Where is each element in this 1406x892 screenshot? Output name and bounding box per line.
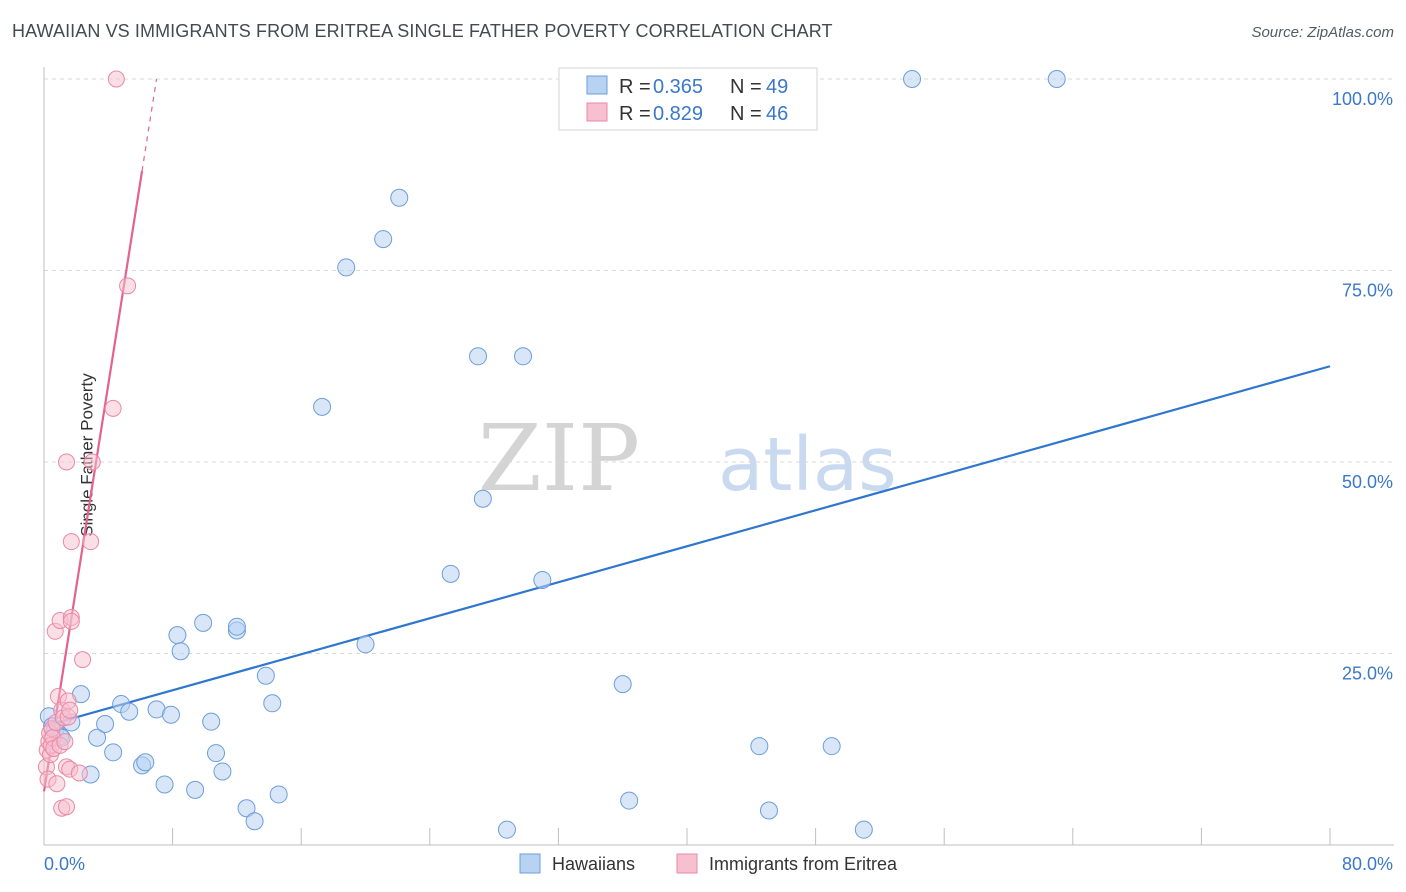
y-tick-label: 100.0% bbox=[1332, 89, 1393, 109]
hawaiians-point bbox=[469, 347, 488, 366]
legend-r-label-eritrea: R = bbox=[619, 103, 651, 125]
x-tick-labels: 0.0% 80.0% bbox=[44, 854, 1393, 874]
hawaiians-trend-line bbox=[43, 365, 1331, 728]
hawaiians-point bbox=[514, 347, 533, 366]
hawaiians-point bbox=[96, 714, 115, 733]
series-legend: Hawaiians Immigrants from Eritrea bbox=[519, 853, 898, 874]
hawaiians-point bbox=[227, 617, 246, 636]
hawaiians-point bbox=[88, 728, 107, 747]
hawaiians-point bbox=[750, 737, 769, 756]
hawaiians-point bbox=[136, 753, 155, 772]
hawaiians-point bbox=[155, 775, 174, 794]
eritrea-trend-group bbox=[42, 78, 158, 792]
zipatlas-watermark: ZIP atlas bbox=[478, 405, 897, 512]
hawaiians-trend-group bbox=[43, 365, 1331, 728]
grid-lines bbox=[44, 78, 1394, 654]
hawaiians-point bbox=[854, 820, 873, 839]
hawaiians-point bbox=[194, 613, 213, 632]
legend-swatch-hawaiians bbox=[586, 75, 608, 95]
hawaiians-point bbox=[822, 737, 841, 756]
hawaiians-point bbox=[237, 799, 256, 818]
eritrea-point bbox=[56, 733, 74, 751]
watermark-atlas: atlas bbox=[718, 422, 897, 508]
eritrea-point bbox=[58, 453, 76, 471]
eritrea-trend-line bbox=[42, 170, 144, 792]
hawaiians-point bbox=[613, 675, 632, 694]
bottom-legend-swatch-hawaiians bbox=[519, 853, 541, 874]
hawaiians-point bbox=[120, 702, 139, 721]
x-tick-label: 0.0% bbox=[44, 854, 85, 874]
eritrea-point bbox=[48, 775, 66, 793]
bottom-legend-label-hawaiians: Hawaiians bbox=[552, 854, 635, 874]
hawaiians-point bbox=[356, 635, 375, 654]
hawaiians-point bbox=[256, 666, 275, 685]
hawaiians-point bbox=[104, 743, 123, 762]
y-tick-label: 50.0% bbox=[1342, 472, 1393, 492]
eritrea-point bbox=[61, 701, 79, 719]
hawaiians-point bbox=[186, 780, 205, 799]
hawaiians-point bbox=[245, 812, 264, 831]
hawaiians-point bbox=[620, 791, 639, 810]
hawaiians-point bbox=[161, 705, 180, 724]
hawaiians-point bbox=[533, 570, 552, 589]
hawaiians-point bbox=[473, 489, 492, 508]
hawaiians-point bbox=[207, 744, 226, 763]
bottom-legend-swatch-eritrea bbox=[676, 853, 698, 874]
legend-r-value-eritrea: 0.829 bbox=[653, 103, 703, 125]
eritrea-point bbox=[83, 453, 101, 471]
legend-n-label-hawaiians: N = bbox=[730, 76, 762, 98]
hawaiians-point bbox=[202, 712, 221, 731]
hawaiians-point bbox=[903, 70, 922, 88]
hawaiians-point bbox=[313, 397, 332, 416]
correlation-legend: R = 0.365 N = 49 R = 0.829 N = 46 bbox=[558, 67, 818, 131]
eritrea-point bbox=[58, 798, 76, 816]
legend-n-label-eritrea: N = bbox=[730, 103, 762, 125]
eritrea-trend-extension bbox=[141, 78, 158, 172]
eritrea-point bbox=[62, 612, 80, 630]
eritrea-point bbox=[74, 651, 92, 669]
hawaiians-point bbox=[759, 801, 778, 820]
eritrea-points bbox=[37, 70, 137, 817]
legend-n-value-hawaiians: 49 bbox=[766, 76, 788, 98]
hawaiians-point bbox=[263, 694, 282, 713]
x-tick-label: 80.0% bbox=[1342, 854, 1393, 874]
hawaiians-point bbox=[171, 642, 190, 661]
eritrea-point bbox=[119, 277, 137, 295]
hawaiians-point bbox=[497, 820, 516, 839]
hawaiians-point bbox=[337, 258, 356, 277]
chart-title: HAWAIIAN VS IMMIGRANTS FROM ERITREA SING… bbox=[12, 21, 833, 41]
watermark-zip: ZIP bbox=[478, 405, 640, 512]
eritrea-point bbox=[70, 764, 88, 782]
legend-r-value-hawaiians: 0.365 bbox=[653, 76, 703, 98]
bottom-legend-label-eritrea: Immigrants from Eritrea bbox=[709, 854, 898, 874]
legend-r-label-hawaiians: R = bbox=[619, 76, 651, 98]
hawaiians-point bbox=[1047, 70, 1066, 88]
eritrea-point bbox=[62, 533, 80, 551]
eritrea-point bbox=[107, 70, 125, 88]
eritrea-point bbox=[104, 399, 122, 417]
y-tick-label: 25.0% bbox=[1342, 664, 1393, 684]
source-credit: Source: ZipAtlas.com bbox=[1251, 24, 1394, 41]
hawaiians-point bbox=[269, 785, 288, 804]
y-tick-label: 75.0% bbox=[1342, 281, 1393, 301]
legend-swatch-eritrea bbox=[586, 102, 608, 122]
hawaiians-point bbox=[374, 230, 393, 249]
hawaiians-point bbox=[168, 626, 187, 645]
legend-n-value-eritrea: 46 bbox=[766, 103, 788, 125]
hawaiians-point bbox=[390, 188, 409, 207]
hawaiians-point bbox=[441, 564, 460, 583]
hawaiians-point bbox=[213, 762, 232, 781]
eritrea-point bbox=[82, 533, 100, 551]
y-tick-labels: 25.0% 50.0% 75.0% 100.0% bbox=[1332, 89, 1393, 684]
